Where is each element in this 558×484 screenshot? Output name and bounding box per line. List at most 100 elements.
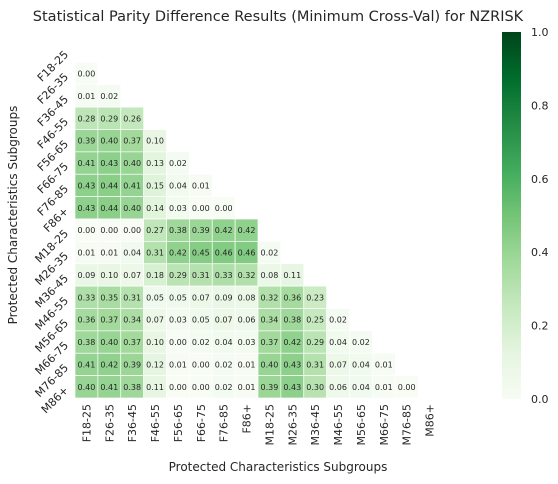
cell-value-label: 0.37 [261,338,279,347]
colorbar: 0.0 0.2 0.4 0.6 0.8 1.0 [502,26,549,406]
cell-value-label: 0.41 [78,159,96,168]
cell-value-label: 0.04 [215,338,233,347]
cell-value-label: 0.10 [146,137,164,146]
cell-value-label: 0.43 [283,360,301,369]
cell-value-label: 0.07 [123,271,141,280]
cell-value-label: 0.00 [78,70,96,79]
cell-value-label: 0.39 [261,383,279,392]
x-tick-labels: F18-25 F26-35 F36-45 F46-55 F56-65 F66-75 F76-… [80,404,436,445]
cell-value-label: 0.40 [78,383,96,392]
cell-value-label: 0.07 [329,360,347,369]
cell-value-label: 0.42 [215,226,233,235]
x-tick-label: M66-75 [378,404,391,445]
cell-value-label: 0.31 [146,249,164,258]
cell-value-label: 0.40 [123,159,141,168]
cell-value-label: 0.38 [169,226,187,235]
x-tick-label: F56-65 [172,404,185,442]
cell-value-label: 0.01 [375,383,393,392]
cell-value-label: 0.09 [78,271,96,280]
cell-value-label: 0.18 [146,271,164,280]
cell-value-label: 0.00 [192,383,210,392]
colorbar-tick-label: 1.0 [531,26,549,39]
cell-value-label: 0.02 [169,159,187,168]
heatmap-cells: 0.00 0.01 0.02 0.28 0.29 0.26 0.39 0.40 0.37 0.10… [74,62,419,399]
cell-value-label: 0.12 [146,360,164,369]
cell-value-label: 0.33 [215,271,233,280]
heatmap-cell [394,375,419,399]
cell-value-label: 0.01 [100,249,118,258]
cell-value-label: 0.01 [238,360,256,369]
cell-value-label: 0.00 [215,204,233,213]
x-tick-label: F86+ [241,404,254,434]
cell-value-label: 0.03 [238,338,256,347]
x-tick-label: F18-25 [80,404,93,442]
cell-value-label: 0.05 [146,293,164,302]
cell-value-label: 0.30 [306,383,324,392]
cell-value-label: 0.00 [169,383,187,392]
cell-value-label: 0.01 [192,181,210,190]
cell-value-label: 0.36 [283,293,301,302]
cell-value-label: 0.39 [192,226,210,235]
cell-value-label: 0.28 [78,114,96,123]
x-tick-label: M86+ [424,404,437,437]
cell-value-label: 0.00 [169,338,187,347]
cell-value-label: 0.46 [238,249,256,258]
cell-value-label: 0.31 [306,360,324,369]
cell-value-label: 0.08 [261,271,279,280]
cell-value-label: 0.42 [238,226,256,235]
cell-value-label: 0.40 [123,204,141,213]
cell-value-label: 0.15 [146,181,164,190]
cell-value-label: 0.01 [78,249,96,258]
cell-value-label: 0.26 [123,114,141,123]
cell-value-label: 0.45 [192,249,210,258]
colorbar-tick-label: 0.2 [531,320,549,333]
cell-value-label: 0.41 [100,383,118,392]
x-tick-label: M46-55 [332,404,345,445]
cell-value-label: 0.37 [123,137,141,146]
cell-value-label: 0.35 [100,293,118,302]
cell-value-label: 0.07 [215,316,233,325]
cell-value-label: 0.39 [123,360,141,369]
colorbar-tick-label: 0.6 [531,173,549,186]
x-tick-label: M36-45 [309,404,322,445]
x-tick-label: F26-35 [103,404,116,442]
cell-value-label: 0.41 [78,360,96,369]
cell-value-label: 0.01 [169,360,187,369]
x-axis-label: Protected Characteristics Subgroups [169,460,388,474]
cell-value-label: 0.33 [78,293,96,302]
cell-value-label: 0.37 [100,316,118,325]
cell-value-label: 0.38 [78,338,96,347]
cell-value-label: 0.32 [238,271,256,280]
x-tick-label: F76-85 [218,404,231,442]
cell-value-label: 0.40 [100,338,118,347]
cell-value-label: 0.27 [146,226,164,235]
cell-value-label: 0.02 [215,383,233,392]
cell-value-label: 0.13 [146,159,164,168]
cell-value-label: 0.00 [192,360,210,369]
cell-value-label: 0.03 [169,316,187,325]
cell-value-label: 0.37 [123,338,141,347]
cell-value-label: 0.00 [100,226,118,235]
cell-value-label: 0.43 [100,159,118,168]
cell-value-label: 0.34 [261,316,279,325]
cell-value-label: 0.41 [123,181,141,190]
y-tick-labels: F18-25F26-35F36-45F46-55F56-65F66-75F76-… [33,48,72,416]
cell-value-label: 0.46 [215,249,233,258]
cell-value-label: 0.38 [123,383,141,392]
cell-value-label: 0.10 [146,338,164,347]
cell-value-label: 0.03 [169,204,187,213]
cell-value-label: 0.02 [215,360,233,369]
cell-value-label: 0.14 [146,204,164,213]
cell-value-label: 0.06 [238,316,256,325]
cell-value-label: 0.34 [123,316,141,325]
x-tick-label: M56-65 [355,404,368,445]
cell-value-label: 0.44 [100,181,118,190]
colorbar-tick-label: 0.0 [531,393,549,406]
cell-value-label: 0.29 [100,114,118,123]
x-tick-label: F36-45 [126,404,139,442]
cell-value-label: 0.40 [100,137,118,146]
y-axis-label: Protected Characteristics Subgroups [6,106,20,325]
cell-value-label: 0.04 [169,181,187,190]
cell-value-label: 0.06 [329,383,347,392]
